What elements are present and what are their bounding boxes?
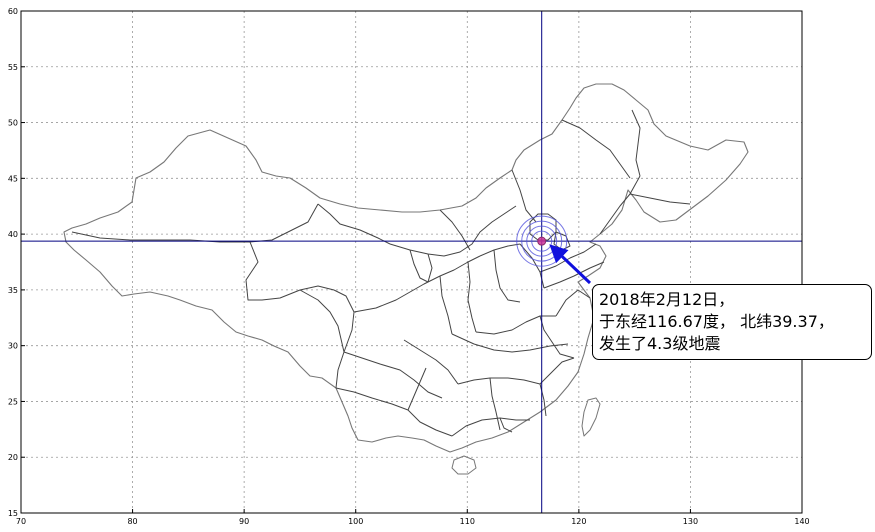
china-map <box>63 83 749 475</box>
x-tick-label: 140 <box>794 517 809 526</box>
y-tick-label: 60 <box>8 7 18 16</box>
x-tick-label: 80 <box>127 517 137 526</box>
x-tick-label: 130 <box>683 517 698 526</box>
x-tick-label: 70 <box>16 517 26 526</box>
epicenter-rings <box>516 215 568 267</box>
province-borders <box>71 109 691 437</box>
y-tick-label: 40 <box>8 230 18 239</box>
epicenter-ring <box>516 215 568 267</box>
y-tick-label: 30 <box>8 342 18 351</box>
x-tick-label: 90 <box>239 517 249 526</box>
plot-frame <box>20 10 803 514</box>
epicenter-marker <box>537 236 547 246</box>
y-tick-label: 25 <box>8 397 18 406</box>
x-tick-label: 120 <box>571 517 586 526</box>
y-tick-label: 55 <box>8 63 18 72</box>
annotation-date-line: 2018年2月12日， <box>599 290 735 309</box>
y-tick-label: 20 <box>8 453 18 462</box>
hainan-outline <box>451 455 477 475</box>
x-axis-ticks: 70 80 90 100 110 120 130 140 <box>16 509 810 526</box>
x-tick-label: 100 <box>348 517 363 526</box>
y-axis-ticks: 15 20 25 30 35 40 45 50 55 60 <box>8 7 25 518</box>
annotation-location-line: 于东经116.67度， 北纬39.37， <box>599 312 834 331</box>
y-tick-label: 45 <box>8 174 18 183</box>
x-tick-label: 110 <box>460 517 475 526</box>
epicenter-ring <box>531 230 553 252</box>
epicenter-ring <box>526 225 558 257</box>
epicenter-ring <box>521 220 563 262</box>
y-tick-label: 35 <box>8 286 18 295</box>
annotation-magnitude-line: 发生了4.3级地震 <box>599 334 721 353</box>
taiwan-outline <box>581 397 601 437</box>
earthquake-annotation-box: 2018年2月12日， 于东经116.67度， 北纬39.37， 发生了4.3级… <box>592 284 872 360</box>
y-tick-label: 15 <box>8 509 18 518</box>
epicenter-crosshair <box>21 11 802 513</box>
y-tick-label: 50 <box>8 119 18 128</box>
annotation-arrow <box>549 244 592 285</box>
china-national-border <box>63 83 749 453</box>
